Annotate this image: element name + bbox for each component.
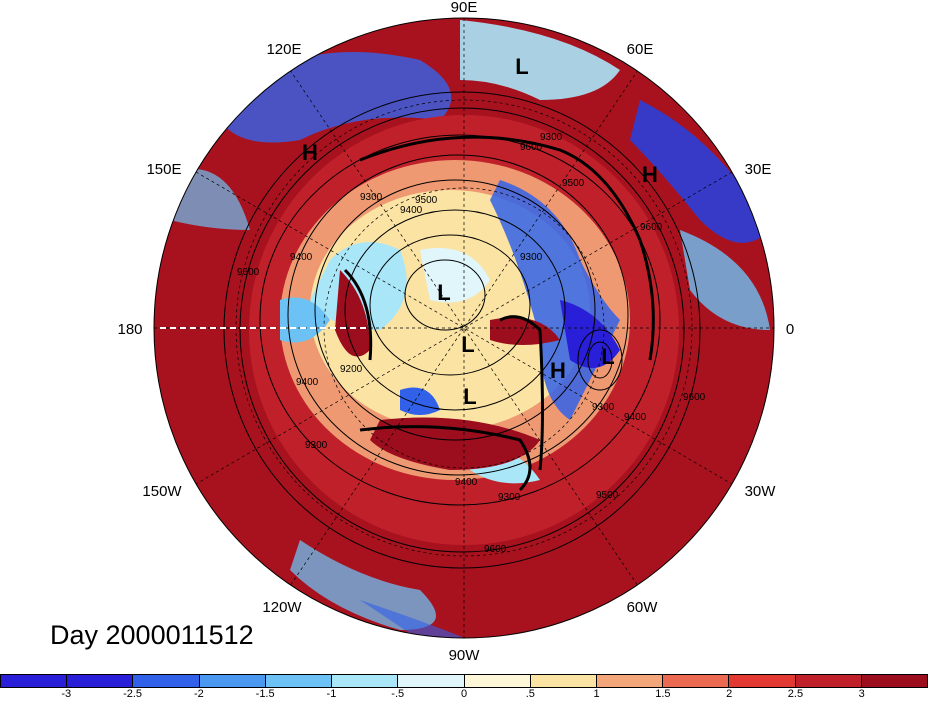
colorbar-ticks: -3 -2.5 -2 -1.5 -1 -.5 0 .5 1 1.5 2 2.5 3 — [0, 688, 928, 702]
lon-label-150w: 150W — [142, 483, 182, 500]
contour-label: 9200 — [340, 364, 363, 375]
pressure-center-l: L — [461, 332, 474, 357]
colorbar-swatch — [133, 675, 200, 687]
colorbar-tick-label: 1.5 — [655, 688, 671, 700]
contour-label: 9300 — [592, 402, 615, 413]
colorbar-swatch — [398, 675, 465, 687]
pressure-center-l: L — [437, 280, 450, 305]
lon-label-60w: 60W — [627, 599, 659, 616]
contour-label: 9500 — [415, 195, 438, 206]
lon-label-90e: 90E — [451, 0, 478, 16]
contour-label: 9600 — [520, 142, 543, 153]
contour-label: 9300 — [520, 252, 543, 263]
lon-label-150e: 150E — [146, 161, 181, 178]
pressure-center-h: H — [302, 140, 318, 165]
lon-label-90w: 90W — [449, 647, 481, 664]
contour-label: 9400 — [290, 252, 313, 263]
colorbar-tick-label: 2 — [726, 688, 733, 700]
polar-map: 90E 60E 30E 0 30W 60W 90W 120W 150W 180 … — [117, 0, 794, 664]
pressure-center-l: L — [463, 384, 476, 409]
colorbar-swatch — [199, 675, 266, 687]
colorbar — [0, 674, 928, 688]
contour-label: 9600 — [683, 392, 706, 403]
lon-label-0: 0 — [786, 321, 794, 338]
lon-label-120w: 120W — [262, 599, 302, 616]
colorbar-tick-label: 1 — [593, 688, 600, 700]
contour-label: 9400 — [296, 377, 319, 388]
colorbar-swatch — [596, 675, 664, 687]
pressure-center-h: H — [642, 162, 658, 187]
contour-label: 9300 — [360, 192, 383, 203]
day-label: Day 2000011512 — [50, 620, 254, 650]
colorbar-tick-label: -2.5 — [123, 688, 143, 700]
colorbar-tick-label: -1 — [326, 688, 337, 700]
contour-label: 9300 — [498, 492, 521, 503]
colorbar-tick-label: -.5 — [391, 688, 405, 700]
lon-label-60e: 60E — [627, 41, 654, 58]
colorbar-swatch — [729, 675, 796, 687]
lon-label-30w: 30W — [745, 483, 777, 500]
contour-label: 9400 — [400, 205, 423, 216]
colorbar-tick-label: 0 — [460, 688, 468, 700]
colorbar-swatch — [663, 675, 730, 687]
pressure-center-l: L — [515, 54, 528, 79]
contour-label: 9300 — [305, 440, 328, 451]
colorbar-tick-label: -3 — [61, 688, 72, 700]
contour-label: 9400 — [455, 477, 478, 488]
colorbar-swatch — [861, 675, 928, 687]
colorbar-swatch — [332, 675, 399, 687]
contour-label: 9400 — [624, 412, 647, 423]
pressure-center-h: H — [550, 358, 566, 383]
contour-label: 9600 — [640, 222, 663, 233]
contour-label: 9500 — [596, 490, 619, 501]
colorbar-swatch — [67, 675, 134, 687]
contour-label: 9500 — [562, 178, 585, 189]
colorbar-tick-label: -1.5 — [255, 688, 275, 700]
contour-label: 9300 — [540, 132, 563, 143]
colorbar-tick-label: -2 — [193, 688, 204, 700]
pressure-center-l: L — [601, 344, 614, 369]
contour-label: 9600 — [237, 267, 260, 278]
colorbar-swatch — [265, 675, 333, 687]
contour-label: 9600 — [484, 544, 507, 555]
colorbar-tick-label: 3 — [858, 688, 865, 700]
colorbar-swatch — [530, 675, 597, 687]
lon-label-30e: 30E — [745, 161, 772, 178]
colorbar-swatch — [464, 675, 531, 687]
colorbar-swatch — [1, 675, 68, 687]
anomaly-field — [154, 18, 774, 638]
lon-label-180: 180 — [117, 321, 142, 338]
lon-label-120e: 120E — [266, 41, 301, 58]
colorbar-swatch — [795, 675, 862, 687]
colorbar-tick-label: .5 — [525, 688, 535, 700]
colorbar-tick-label: 2.5 — [787, 688, 804, 700]
